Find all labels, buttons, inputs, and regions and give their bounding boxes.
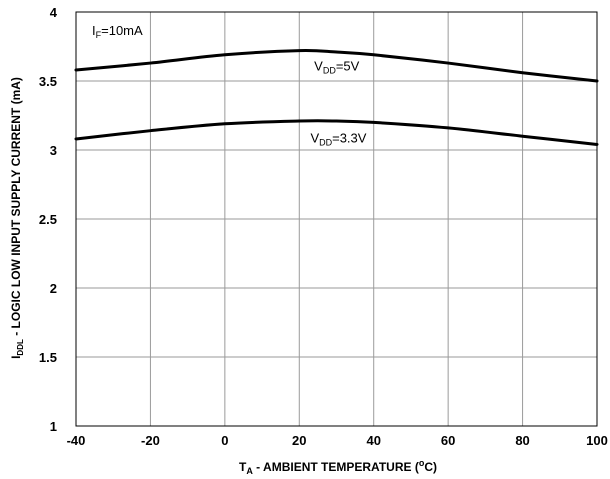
x-axis-label-end: C) bbox=[424, 460, 437, 474]
y-tick-label: 2.5 bbox=[39, 212, 57, 227]
y-axis-label: IDDL - LOGIC LOW INPUT SUPPLY CURRENT (m… bbox=[9, 77, 25, 359]
series-label-main: V bbox=[310, 130, 319, 145]
x-tick-label: 40 bbox=[366, 433, 380, 448]
annotation-forward-current: IF=10mA bbox=[92, 23, 143, 40]
series-line-1 bbox=[74, 49, 599, 83]
x-tick-label: 60 bbox=[441, 433, 455, 448]
series-label-rest: =5V bbox=[336, 59, 360, 74]
y-axis-label-main: I bbox=[9, 356, 23, 359]
x-axis-label-sub: A bbox=[246, 466, 253, 476]
series-label-sub: DD bbox=[319, 137, 332, 147]
y-tick-label: 2 bbox=[50, 281, 57, 296]
x-axis-label-sup: o bbox=[419, 458, 425, 468]
x-tick-label: -40 bbox=[67, 433, 86, 448]
x-tick-label: 100 bbox=[586, 433, 608, 448]
series-label-2: VDD=3.3V bbox=[310, 130, 366, 147]
x-axis-label-main: T bbox=[239, 460, 247, 474]
x-tick-label: 80 bbox=[515, 433, 529, 448]
x-tick-label: 0 bbox=[221, 433, 228, 448]
x-axis-label: TA - AMBIENT TEMPERATURE (oC) bbox=[239, 458, 437, 476]
y-tick-label: 4 bbox=[50, 5, 58, 20]
series-label-rest: =3.3V bbox=[332, 130, 367, 145]
x-tick-label: -20 bbox=[141, 433, 160, 448]
series-label-sub: DD bbox=[323, 66, 336, 76]
series-label-1: VDD=5V bbox=[314, 59, 359, 76]
y-tick-label: 1.5 bbox=[39, 350, 57, 365]
x-axis-label-rest: - AMBIENT TEMPERATURE ( bbox=[253, 460, 419, 474]
series-line-2 bbox=[74, 119, 599, 146]
plot-frame bbox=[75, 11, 598, 427]
annotation-sub: F bbox=[96, 30, 102, 40]
y-tick-label: 1 bbox=[50, 419, 57, 434]
grid bbox=[75, 11, 598, 427]
y-axis-label-rest: - LOGIC LOW INPUT SUPPLY CURRENT (mA) bbox=[9, 77, 23, 339]
series-lines bbox=[74, 49, 599, 146]
annotation-main: I bbox=[92, 23, 96, 38]
tick-labels: -40 -20 0 20 40 60 80 100 1 1.5 2 2.5 3 3.5 4 bbox=[39, 5, 608, 448]
y-axis-label-sub: DDL bbox=[16, 339, 25, 356]
y-tick-label: 3 bbox=[50, 143, 57, 158]
y-tick-label: 3.5 bbox=[39, 74, 57, 89]
series-label-main: V bbox=[314, 59, 323, 74]
x-tick-label: 20 bbox=[292, 433, 306, 448]
annotation-rest: =10mA bbox=[101, 23, 143, 38]
